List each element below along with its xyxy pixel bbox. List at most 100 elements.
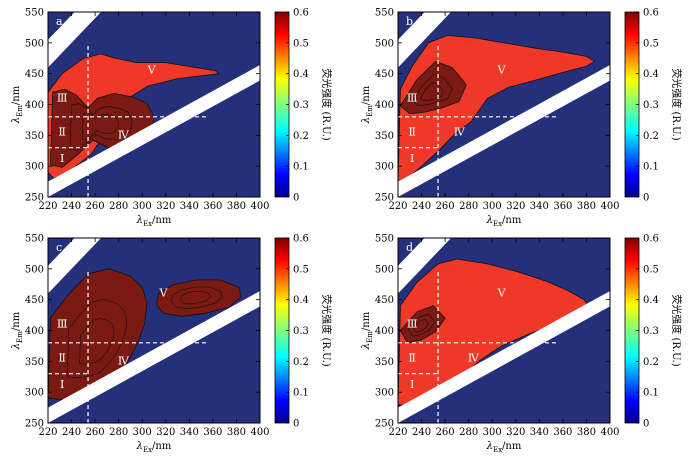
x-tick-label: 380 bbox=[227, 427, 246, 438]
x-tick-label: 400 bbox=[600, 427, 619, 438]
colorbar-tick-label: 0.2 bbox=[643, 131, 659, 142]
x-axis-label: λEx/nm bbox=[486, 441, 522, 454]
x-tick-label: 320 bbox=[506, 201, 525, 212]
x-tick-label: 260 bbox=[86, 427, 105, 438]
colorbar-tick-label: 0.4 bbox=[293, 69, 309, 80]
colorbar-tick-label: 0.4 bbox=[293, 295, 309, 306]
rayleigh-scatter-band-1st bbox=[398, 291, 610, 423]
colorbar: 0 0.1 0.2 0.3 0.4 0.5 0.6 荧光强度 (R.U.) bbox=[624, 234, 683, 430]
region-label: Ⅴ bbox=[497, 64, 507, 77]
panel-label: d bbox=[406, 241, 413, 254]
colorbar-tick-label: 0.1 bbox=[643, 162, 659, 173]
plot-area: Ⅰ Ⅱ Ⅲ Ⅳ Ⅴ bbox=[398, 12, 610, 197]
colorbar-tick-label: 0.5 bbox=[643, 264, 659, 275]
region-label: Ⅳ bbox=[468, 351, 480, 364]
region-label: Ⅲ bbox=[407, 317, 418, 330]
y-tick-label: 400 bbox=[25, 326, 44, 337]
region-label: Ⅴ bbox=[158, 287, 168, 300]
x-tick-label: 400 bbox=[250, 427, 269, 438]
colorbar-tick-label: 0.1 bbox=[643, 388, 659, 399]
y-axis-label: λEm/nm bbox=[361, 85, 374, 124]
contour-line-2-2 bbox=[419, 82, 444, 102]
x-tick-label: 300 bbox=[483, 427, 502, 438]
panel-label: a bbox=[56, 15, 63, 28]
y-tick-label: 500 bbox=[25, 264, 44, 275]
contour-line-2-2 bbox=[180, 291, 211, 305]
x-tick-label: 340 bbox=[180, 427, 199, 438]
colorbar-tick-label: 0.2 bbox=[293, 357, 309, 368]
colorbar-label: 荧光强度 (R.U.) bbox=[320, 68, 333, 140]
y-tick-label: 300 bbox=[375, 162, 394, 173]
contour-line-2-1 bbox=[407, 313, 436, 337]
y-tick-label: 300 bbox=[375, 388, 394, 399]
x-tick-label: 320 bbox=[156, 427, 175, 438]
region-label: Ⅰ bbox=[60, 378, 64, 391]
region-label: Ⅰ bbox=[60, 152, 64, 165]
eem-panel-c: Ⅰ Ⅱ Ⅲ Ⅳ Ⅴc 220 240 260 280 300 320 340 360 380 400 250 3… bbox=[11, 234, 333, 455]
y-tick-label: 400 bbox=[375, 326, 394, 337]
region-label: Ⅴ bbox=[147, 64, 157, 77]
colorbar-tick-label: 0.6 bbox=[293, 8, 309, 19]
x-tick-label: 320 bbox=[506, 427, 525, 438]
colorbar-tick-label: 0.3 bbox=[643, 100, 659, 111]
fluorescence-region-1 bbox=[48, 53, 220, 179]
x-tick-label: 260 bbox=[436, 201, 455, 212]
y-axis-label: λEm/nm bbox=[11, 85, 24, 124]
colorbar: 0 0.1 0.2 0.3 0.4 0.5 0.6 荧光强度 (R.U.) bbox=[624, 8, 683, 204]
x-tick-label: 260 bbox=[86, 201, 105, 212]
colorbar-tick-label: 0.5 bbox=[293, 38, 309, 49]
colorbar-tick-label: 0.1 bbox=[293, 388, 309, 399]
y-tick-label: 300 bbox=[25, 388, 44, 399]
x-tick-label: 380 bbox=[227, 201, 246, 212]
x-tick-label: 300 bbox=[133, 427, 152, 438]
y-tick-label: 250 bbox=[375, 193, 394, 204]
panel-label: b bbox=[406, 15, 413, 28]
y-tick-label: 500 bbox=[375, 38, 394, 49]
region-label: Ⅲ bbox=[57, 91, 68, 104]
y-tick-label: 300 bbox=[25, 162, 44, 173]
colorbar-tick-label: 0.5 bbox=[293, 264, 309, 275]
fluorescence-region-2 bbox=[399, 305, 446, 344]
colorbar-tick-label: 0.5 bbox=[643, 38, 659, 49]
y-tick-label: 550 bbox=[25, 234, 44, 245]
x-tick-label: 380 bbox=[577, 201, 596, 212]
y-tick-label: 500 bbox=[375, 264, 394, 275]
fluorescence-region-2 bbox=[399, 60, 467, 115]
x-tick-label: 380 bbox=[577, 427, 596, 438]
region-label: Ⅰ bbox=[410, 378, 414, 391]
y-tick-label: 250 bbox=[25, 193, 44, 204]
y-tick-label: 250 bbox=[25, 419, 44, 430]
colorbar-tick-label: 0.6 bbox=[643, 8, 659, 19]
rayleigh-scatter-band-2nd bbox=[398, 12, 451, 68]
x-tick-label: 220 bbox=[38, 201, 57, 212]
contour-line-1-1 bbox=[67, 298, 128, 379]
y-tick-label: 550 bbox=[375, 8, 394, 19]
x-tick-label: 340 bbox=[530, 201, 549, 212]
x-axis-label: λEx/nm bbox=[486, 215, 522, 228]
x-tick-label: 340 bbox=[530, 427, 549, 438]
y-tick-label: 350 bbox=[25, 357, 44, 368]
colorbar-tick-label: 0.2 bbox=[293, 131, 309, 142]
rayleigh-scatter-band-1st bbox=[48, 291, 260, 423]
y-tick-label: 450 bbox=[375, 295, 394, 306]
region-label: Ⅳ bbox=[118, 128, 130, 141]
contour-line-2-1 bbox=[170, 286, 223, 310]
rayleigh-scatter-band-1st bbox=[398, 65, 610, 197]
region-label: Ⅱ bbox=[58, 351, 65, 364]
region-label: Ⅰ bbox=[410, 152, 414, 165]
x-tick-label: 340 bbox=[180, 201, 199, 212]
x-tick-label: 220 bbox=[38, 427, 57, 438]
x-tick-label: 280 bbox=[459, 201, 478, 212]
y-tick-label: 450 bbox=[25, 295, 44, 306]
x-tick-label: 360 bbox=[553, 201, 572, 212]
x-tick-label: 220 bbox=[388, 427, 407, 438]
colorbar-tick-label: 0 bbox=[293, 419, 299, 430]
panel-label: c bbox=[56, 241, 62, 254]
colorbar-tick-label: 0.2 bbox=[643, 357, 659, 368]
region-label: Ⅴ bbox=[497, 287, 507, 300]
eem-panel-b: Ⅰ Ⅱ Ⅲ Ⅳ Ⅴb 220 240 260 280 300 320 340 360 380 400 250 3… bbox=[361, 8, 683, 229]
region-label: Ⅲ bbox=[57, 317, 68, 330]
x-tick-label: 360 bbox=[203, 427, 222, 438]
x-tick-label: 360 bbox=[553, 427, 572, 438]
x-tick-label: 400 bbox=[600, 201, 619, 212]
